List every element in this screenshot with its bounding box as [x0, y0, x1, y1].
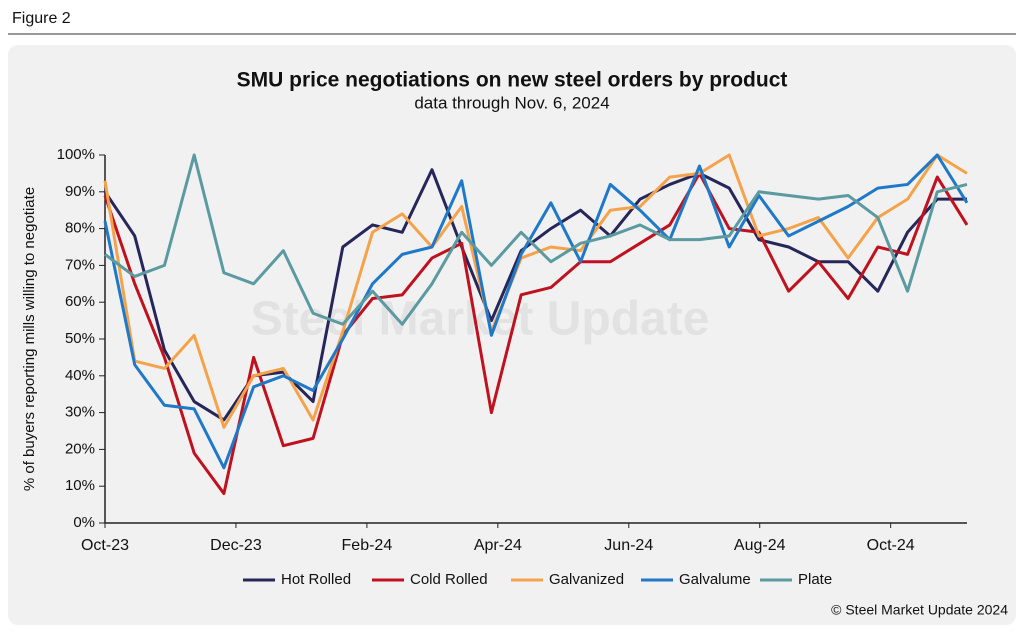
series-line — [103, 153, 968, 429]
legend-label: Galvalume — [679, 571, 751, 588]
y-tick-label: 90% — [65, 183, 95, 200]
y-tick-label: 70% — [65, 256, 95, 273]
y-tick-label: 60% — [65, 293, 95, 310]
legend-label: Hot Rolled — [281, 571, 351, 588]
y-tick-label: 30% — [65, 404, 95, 421]
x-tick-label: Jun-24 — [604, 537, 653, 554]
y-tick-label: 100% — [57, 146, 95, 163]
x-tick-label: Oct-24 — [867, 537, 915, 554]
x-tick-label: Apr-24 — [474, 537, 522, 554]
chart-subtitle: data through Nov. 6, 2024 — [414, 93, 609, 112]
legend-label: Cold Rolled — [410, 571, 488, 588]
figure-label: Figure 2 — [12, 10, 71, 27]
series-line — [104, 153, 968, 326]
x-tick-label: Feb-24 — [342, 537, 393, 554]
x-tick-label: Oct-23 — [81, 537, 129, 554]
legend-label: Plate — [798, 571, 832, 588]
series-line — [103, 153, 969, 470]
y-tick-label: 50% — [65, 330, 95, 347]
y-tick-label: 20% — [65, 440, 95, 457]
chart-title: SMU price negotiations on new steel orde… — [237, 69, 788, 92]
watermark: Steel Market Update — [251, 293, 710, 346]
y-axis-label: % of buyers reporting mills willing to n… — [21, 187, 38, 491]
y-tick-label: 10% — [65, 477, 95, 494]
series-line — [103, 171, 969, 496]
legend-label: Galvanized — [549, 571, 624, 588]
y-tick-label: 40% — [65, 367, 95, 384]
y-tick-label: 0% — [73, 514, 95, 531]
source: © Steel Market Update 2024 — [831, 602, 1008, 618]
x-tick-label: Dec-23 — [210, 537, 262, 554]
x-tick-label: Aug-24 — [734, 537, 786, 554]
y-tick-label: 80% — [65, 220, 95, 237]
